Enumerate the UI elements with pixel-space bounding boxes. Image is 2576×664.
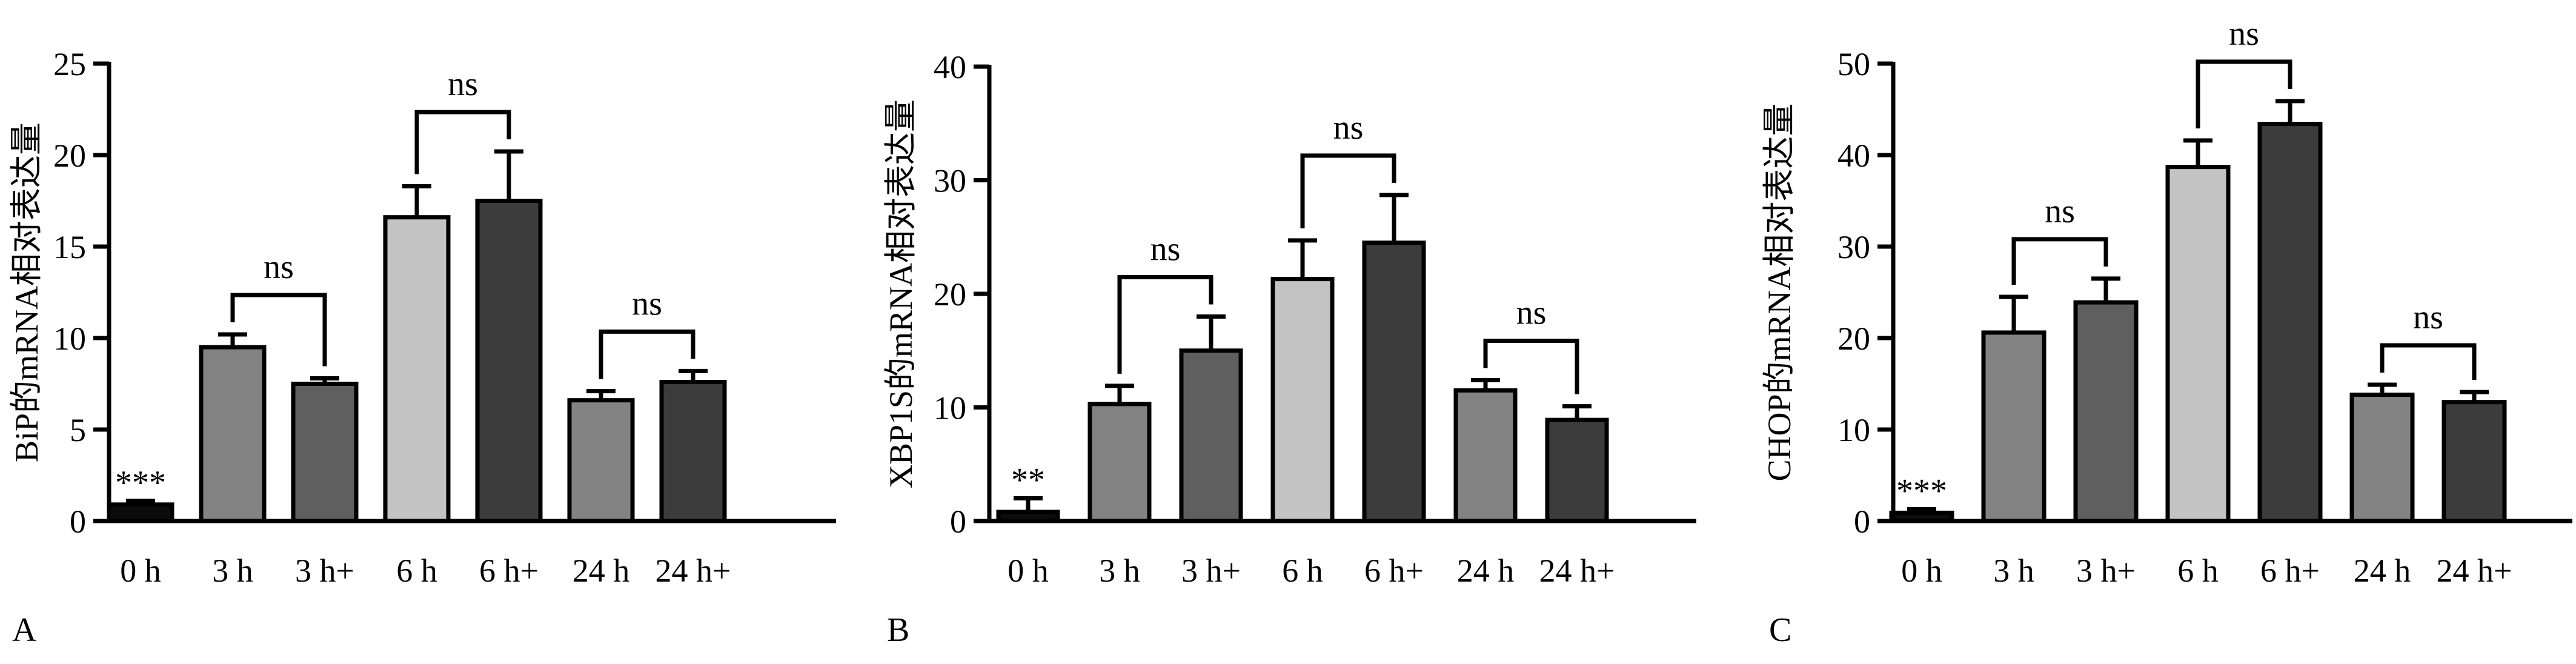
category-label-6: 24 h+ [1539, 553, 1615, 589]
comparison-bracket-0 [1117, 275, 1213, 374]
category-label-2: 3 h+ [295, 553, 354, 589]
y-axis-title: CHOP的mRNA相对表达量 [1761, 103, 1798, 481]
y-axis-title: XBP1S的mRNA相对表达量 [883, 99, 919, 488]
bar-2 [2073, 300, 2139, 523]
y-tick-label-5: 50 [1837, 46, 1870, 82]
bar-3 [2165, 165, 2231, 523]
comparison-bracket-0 [2011, 237, 2108, 285]
category-label-5: 24 h [2354, 553, 2411, 589]
category-label-0: 0 h [1901, 553, 1942, 589]
comparison-label-1: ns [2229, 15, 2259, 53]
bar-4 [1362, 241, 1426, 523]
bar-1 [1981, 330, 2047, 523]
y-axis-title: BiP的mRNA相对表达量 [8, 122, 45, 462]
category-label-3: 6 h [1282, 553, 1323, 589]
comparison-label-1: ns [1333, 109, 1364, 147]
category-label-1: 3 h [1993, 553, 2034, 589]
category-label-4: 6 h+ [479, 553, 539, 589]
y-tick-label-0: 0 [70, 503, 86, 540]
y-tick-label-1: 10 [934, 390, 966, 427]
y-tick-label-1: 5 [70, 412, 86, 448]
comparison-label-0: ns [1150, 231, 1181, 268]
bar-6 [1545, 417, 1609, 523]
y-tick-label-4: 40 [934, 49, 966, 85]
category-label-2: 3 h+ [1181, 553, 1241, 589]
bar-6 [659, 379, 727, 523]
panel-c: 0 h 3 h 3 h+ 6 h 6 h+ 24 h 24 h+ 0 10 20 30 40 50 CHO… [1761, 15, 2572, 649]
comparison-label-0: ns [264, 248, 294, 286]
comparison-label-2: ns [2413, 299, 2443, 336]
comparison-bracket-1 [1300, 153, 1396, 228]
y-tick-label-4: 40 [1837, 138, 1870, 174]
panel-b: 0 h 3 h 3 h+ 6 h 6 h+ 24 h 24 h+ 0 10 20 30 40 XBP1S… [883, 49, 1696, 649]
y-tick-label-2: 20 [1837, 320, 1870, 357]
category-label-5: 24 h [1457, 553, 1515, 589]
comparison-label-0: ns [2045, 193, 2075, 230]
y-tick-label-1: 10 [1837, 412, 1870, 448]
category-label-1: 3 h [1099, 553, 1140, 589]
bar-4 [475, 199, 543, 523]
category-label-6: 24 h+ [2437, 553, 2512, 589]
bar-5 [1453, 388, 1518, 523]
category-label-3: 6 h [2177, 553, 2219, 589]
comparison-bracket-1 [414, 110, 511, 174]
y-tick-label-3: 15 [53, 229, 86, 265]
bar-1 [1087, 402, 1152, 523]
category-label-4: 6 h+ [2260, 553, 2320, 589]
y-tick-label-2: 20 [934, 276, 966, 313]
comparison-label-1: ns [448, 65, 478, 103]
panel-letter: C [1769, 611, 1791, 649]
comparison-label-2: ns [1516, 294, 1547, 332]
bar-3 [383, 215, 451, 523]
category-label-3: 6 h [396, 553, 437, 589]
comparison-bracket-1 [2196, 59, 2292, 128]
comparison-label-2: ns [632, 285, 662, 322]
bar-5 [2349, 393, 2415, 523]
y-tick-label-3: 30 [1837, 229, 1870, 265]
comparison-bracket-2 [2380, 343, 2477, 380]
bar-6 [2442, 400, 2507, 523]
y-tick-label-2: 10 [53, 320, 86, 357]
panel-a: 0 h 3 h 3 h+ 6 h 6 h+ 24 h 24 h+ 0 5 10 15 20 25 BiP的… [8, 46, 836, 649]
category-label-6: 24 h+ [656, 553, 731, 589]
bar-2 [291, 382, 359, 523]
significance-marker-0: ** [1011, 462, 1045, 499]
comparison-bracket-2 [599, 329, 695, 379]
bar-1 [199, 345, 267, 523]
significance-marker-0: *** [115, 464, 166, 502]
y-tick-label-4: 20 [53, 138, 86, 174]
bar-4 [2257, 122, 2323, 523]
comparison-bracket-0 [230, 293, 327, 367]
y-tick-label-0: 0 [950, 503, 966, 540]
comparison-bracket-2 [1483, 339, 1579, 394]
y-tick-label-3: 30 [934, 163, 966, 199]
y-tick-label-0: 0 [1854, 503, 1870, 540]
bar-2 [1179, 348, 1243, 523]
panel-letter: B [887, 611, 909, 649]
bar-0 [107, 502, 174, 523]
category-label-2: 3 h+ [2076, 553, 2136, 589]
category-label-1: 3 h [212, 553, 253, 589]
y-tick-label-5: 25 [53, 46, 86, 82]
significance-marker-0: *** [1896, 472, 1947, 510]
panel-letter: A [12, 611, 37, 649]
bar-3 [1270, 277, 1335, 523]
category-label-5: 24 h [573, 553, 630, 589]
bar-5 [567, 398, 635, 523]
category-label-4: 6 h+ [1364, 553, 1424, 589]
category-label-0: 0 h [1007, 553, 1049, 589]
category-label-0: 0 h [120, 553, 161, 589]
